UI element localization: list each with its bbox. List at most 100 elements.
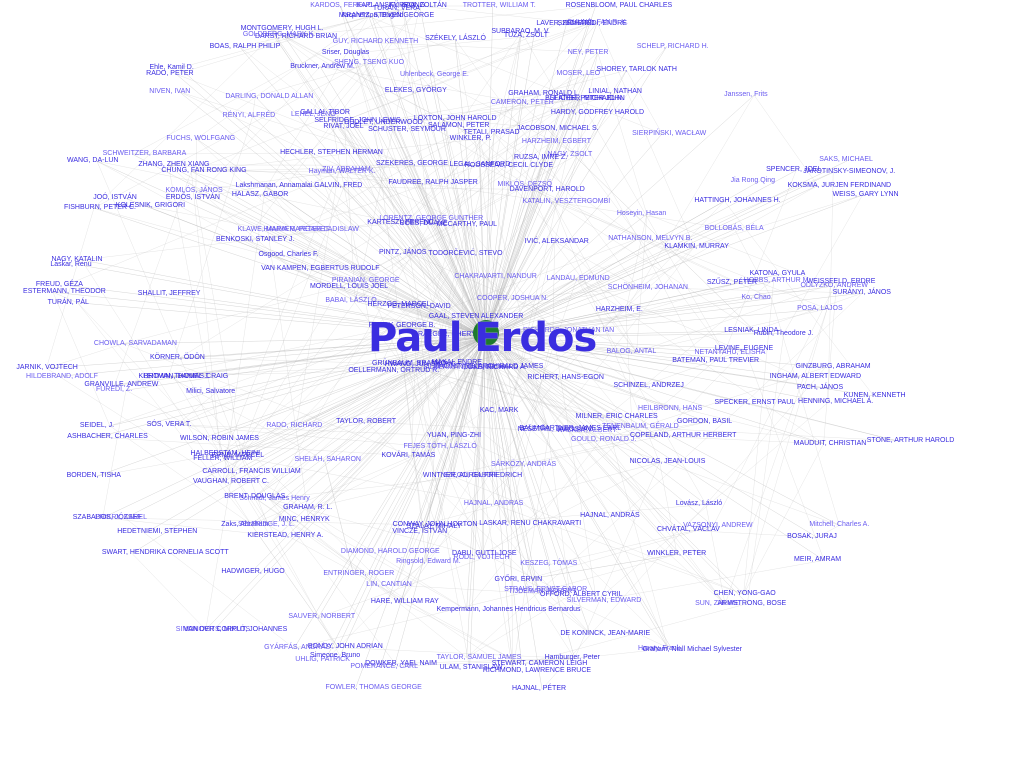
coauthor-label[interactable]: JOÓ, ISTVÁN [93, 193, 137, 201]
coauthor-label[interactable]: YUAN, PING-ZHI [427, 432, 482, 440]
coauthor-label[interactable]: RÉNYI, ALFRÉD [222, 112, 276, 120]
coauthor-label[interactable]: HILDEBRAND, ADOLF [25, 372, 98, 380]
coauthor-label[interactable]: TURÁN, PÁL [47, 298, 89, 306]
coauthor-label[interactable]: PACH, JÁNOS [796, 384, 844, 392]
coauthor-label[interactable]: GRAHAM, R. L. [283, 503, 333, 511]
coauthor-label[interactable]: SIMONOVITS, MIKLÓS [175, 625, 251, 633]
coauthor-label[interactable]: Lakshmanan, Annamalai [235, 182, 313, 190]
coauthor-label[interactable]: DABU, GUTTI JOSE [451, 549, 517, 557]
coauthor-label[interactable]: LIN, CANTIAN [366, 581, 412, 589]
coauthor-label[interactable]: FELLER, WILLIAM [193, 454, 253, 462]
coauthor-label[interactable]: SZEMERÉDI, ENDRE [557, 20, 627, 28]
coauthor-label[interactable]: MEIR, AMRAM [794, 556, 842, 564]
coauthor-label[interactable]: WILSON, ROBIN JAMES [179, 435, 259, 443]
coauthor-label[interactable]: HAJNAL, ANDRAS [463, 500, 524, 508]
coauthor-label[interactable]: NAGY, KATALIN [51, 255, 103, 263]
coauthor-label[interactable]: LEGAL, SANFORD [449, 161, 511, 169]
coauthor-label[interactable]: SZŰSZ, PÉTER [706, 279, 758, 287]
coauthor-label[interactable]: HOBBS, ARTHUR M. [743, 277, 811, 285]
coauthor-label[interactable]: RÖDL, VOJTĚCH [453, 554, 510, 562]
coauthor-label[interactable]: ELEKES, GYÖRGY [384, 86, 447, 94]
coauthor-label[interactable]: Hayman, WALTER K. [308, 167, 376, 175]
coauthor-label[interactable]: TAYLOR, SAMUEL JAMES [436, 653, 522, 661]
coauthor-label[interactable]: HEILBRONN, HANS [638, 404, 703, 412]
coauthor-label[interactable]: GRANVILLE, ANDREW [84, 381, 159, 389]
coauthor-label[interactable]: SÁRKÖZY, ANDRÁS [490, 461, 557, 469]
coauthor-label[interactable]: BOES, DUANE [399, 219, 448, 227]
coauthor-label[interactable]: KRANTZ, STEVEN GEORGE [341, 12, 435, 20]
coauthor-label[interactable]: ESTERMANN, THEODOR [23, 288, 106, 296]
coauthor-label[interactable]: BORDEN, TISHA [66, 472, 121, 480]
coauthor-label[interactable]: DIAMOND, HAROLD GEORGE [340, 548, 440, 556]
coauthor-label[interactable]: HARDY, GODFREY HAROLD [550, 109, 645, 117]
coauthor-label[interactable]: WEISSFELD, ERDRE [806, 278, 876, 286]
coauthor-label[interactable]: Hoseyin, Hasan [616, 210, 667, 218]
coauthor-label[interactable]: LESNIAK, LINDA [724, 326, 779, 334]
coauthor-label[interactable]: SLATER, PETER JOHN [549, 95, 625, 103]
coauthor-label[interactable]: VINCZE, ISTVÁN [392, 527, 448, 535]
coauthor-label[interactable]: NATHANSON, MELVYN B. [608, 234, 693, 242]
coauthor-label[interactable]: BABAI, LÁSZLÓ [325, 297, 377, 305]
coauthor-label[interactable]: SPENCER, JOEL [766, 166, 822, 174]
coauthor-label[interactable]: ROUSSEAU, CECIL CLYDE [464, 162, 554, 170]
coauthor-label[interactable]: KLEITMAN, DANIEL J. [138, 372, 210, 380]
coauthor-label[interactable]: HWANG, JUN SHUNG [384, 360, 457, 368]
coauthor-label[interactable]: HAMMER, PETER LADISLAW [263, 226, 359, 234]
coauthor-label[interactable]: LAVER, RICHARD [536, 20, 595, 28]
coauthor-label[interactable]: KOKSMA, JURJEN FERDINAND [787, 181, 892, 189]
coauthor-label[interactable]: WINTNER, AUREL FRIEDRICH [422, 472, 523, 480]
coauthor-label[interactable]: RADO, RICHARD [266, 422, 323, 430]
coauthor-label[interactable]: GYŐRI, ERVIN [494, 575, 543, 583]
coauthor-label[interactable]: NEŠETŘIL, JAROSLAV [517, 425, 592, 433]
coauthor-label[interactable]: MCCARTHY, PAUL [436, 220, 498, 228]
coauthor-label[interactable]: KARTESZI, FERENC [367, 218, 435, 226]
coauthor-label[interactable]: VAN DER CORPUT, JOHANNES [183, 625, 288, 633]
coauthor-label[interactable]: MIKLÓS, DEZSŐ [497, 180, 552, 188]
coauthor-label[interactable]: GRÜNBAUM, BRANKO [372, 359, 447, 367]
coauthor-label[interactable]: SUBBARAO, M. V. [491, 27, 550, 35]
coauthor-label[interactable]: Schmidt, James Henry [239, 494, 310, 502]
coauthor-label[interactable]: MORDELL, LOUIS JOEL [309, 283, 389, 291]
coauthor-label[interactable]: Bruckner, Andrew M. [290, 62, 355, 70]
coauthor-label[interactable]: BALOG, ANTAL [606, 348, 657, 356]
coauthor-label[interactable]: CHVÁTAL, VÁCLAV [657, 526, 720, 534]
coauthor-label[interactable]: BOAS, RALPH PHILIP [209, 42, 281, 50]
coauthor-label[interactable]: WINKLER, P. [449, 134, 492, 142]
coauthor-label[interactable]: HARZHEIM, EGBERT [521, 138, 592, 145]
coauthor-label[interactable]: Ehle, Kamil D. [149, 63, 194, 71]
coauthor-label[interactable]: KOLESNIK, GRIGORI [115, 201, 186, 209]
coauthor-label[interactable]: BONDY, JOHN ADRIAN [307, 643, 383, 651]
coauthor-label[interactable]: Osgood, Charles F. [258, 250, 319, 258]
coauthor-label[interactable]: KOMLÓS, JÁNOS [165, 186, 223, 194]
coauthor-label[interactable]: RADO, PETER [146, 70, 194, 78]
coauthor-label[interactable]: BOLLOBÁS, BÉLA [704, 225, 764, 233]
coauthor-label[interactable]: LEVINE, EUGENE [714, 345, 774, 353]
coauthor-label[interactable]: KUNEN, KENNETH [843, 391, 906, 399]
coauthor-label[interactable]: FUCHS, WOLFGANG [166, 134, 236, 142]
coauthor-label[interactable]: Laskar, Renu [50, 261, 92, 269]
coauthor-label[interactable]: Uhlenbeck, George E. [399, 71, 469, 79]
coauthor-label[interactable]: CHOWLA, SARVADAMAN [93, 339, 177, 347]
coauthor-label[interactable]: CHEN, YONG-GAO [713, 590, 776, 598]
coauthor-label[interactable]: TURÁN, VERA [372, 4, 420, 12]
coauthor-label[interactable]: FREUD, GÉZA [35, 281, 83, 289]
coauthor-label[interactable]: SILVERMAN, EDWARD [566, 596, 642, 604]
coauthor-label[interactable]: POSA, LAJOS [797, 304, 843, 312]
coauthor-label[interactable]: PINTZ, JÁNOS [378, 248, 427, 256]
coauthor-label[interactable]: GUY, RICHARD KENNETH [332, 38, 419, 46]
coauthor-label[interactable]: RUZSA, IMRE Z. [513, 153, 568, 161]
coauthor-label[interactable]: ENTRINGER, ROGER [323, 569, 395, 577]
coauthor-label[interactable]: SZEKERES, GEORGE [376, 159, 448, 167]
coauthor-label[interactable]: WEISS, GARY LYNN [832, 191, 899, 199]
coauthor-label[interactable]: GYÁRFÁS, ANDRÁS [264, 644, 331, 652]
coauthor-label[interactable]: HECHLER, STEPHEN HERMAN [280, 148, 383, 156]
coauthor-label[interactable]: TUZA, ZSOLT [503, 32, 549, 40]
coauthor-label[interactable]: DARST, RICHARD BRIAN [254, 32, 338, 40]
coauthor-label[interactable]: Rubin, Theodore J. [753, 329, 814, 337]
coauthor-label[interactable]: KÖRNER, ÖDÖN [150, 353, 205, 361]
coauthor-label[interactable]: GAAL, STEVEN ALEXANDER [428, 313, 524, 321]
coauthor-label[interactable]: Jia Rong Qing [730, 176, 775, 184]
coauthor-label[interactable]: PIRANIAN, GEORGE [331, 277, 400, 285]
coauthor-label[interactable]: Simeone, Bruno [310, 652, 361, 659]
coauthor-label[interactable]: MINC, HENRYK [278, 515, 330, 523]
